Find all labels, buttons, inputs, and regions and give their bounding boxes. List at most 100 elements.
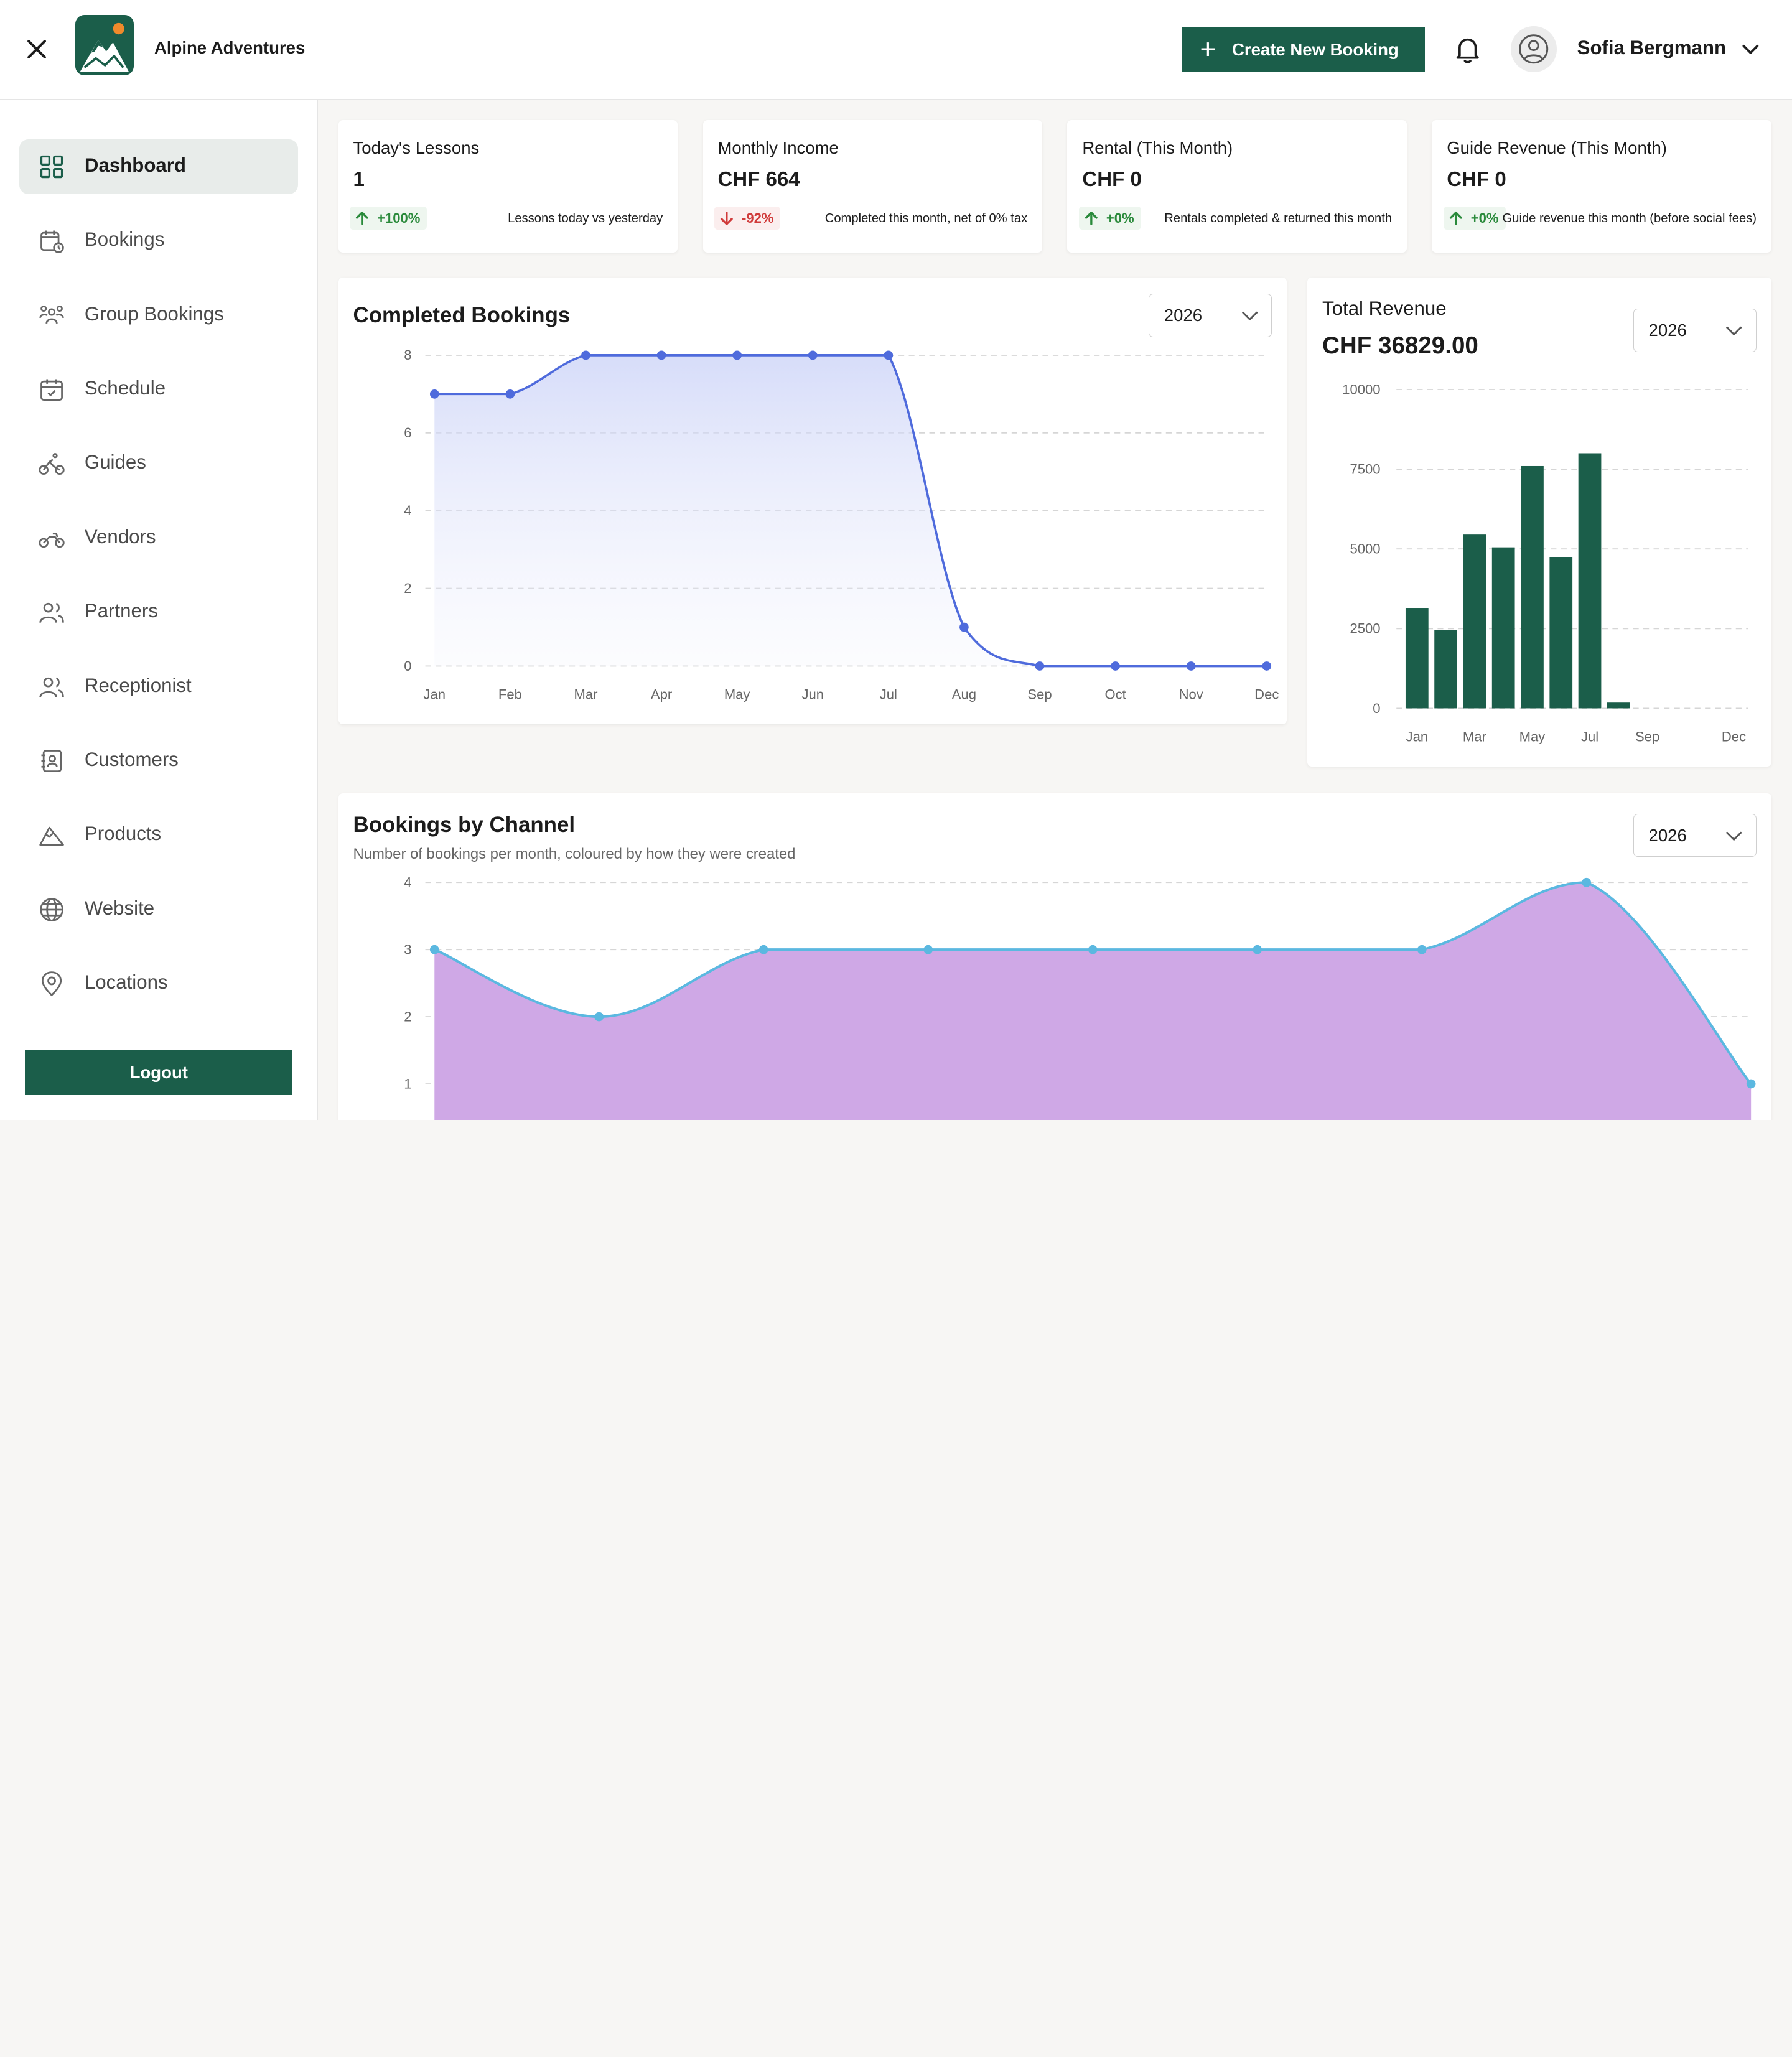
completed-bookings-year-select[interactable]: 2026 xyxy=(1148,294,1272,337)
sidebar-item-customers[interactable]: Customers xyxy=(19,734,298,788)
stat-value: CHF 0 xyxy=(1447,167,1506,191)
close-icon[interactable] xyxy=(23,35,50,63)
sidebar-item-vendors[interactable]: Vendors xyxy=(19,511,298,566)
y-tick-label: 2500 xyxy=(1350,621,1381,637)
user-circle-icon xyxy=(1519,34,1549,64)
stat-note: Lessons today vs yesterday xyxy=(508,211,663,225)
total-revenue-year-select[interactable]: 2026 xyxy=(1633,308,1757,352)
sidebar-item-dashboard[interactable]: Dashboard xyxy=(19,139,299,195)
sidebar-item-group-bookings[interactable]: Group Bookings xyxy=(19,288,298,343)
stat-change-badge: +0% xyxy=(1443,207,1506,230)
bookings-by-channel-year-select[interactable]: 2026 xyxy=(1633,813,1757,857)
sidebar-item-label: Receptionist xyxy=(84,674,192,696)
users-icon xyxy=(39,603,64,623)
avatar[interactable] xyxy=(1511,26,1557,72)
data-point xyxy=(594,1012,604,1022)
sidebar-item-locations[interactable]: Locations xyxy=(19,956,298,1011)
sidebar-item-label: Bookings xyxy=(84,228,165,251)
data-point xyxy=(1110,661,1120,671)
sidebar-item-guides[interactable]: Guides xyxy=(19,437,298,492)
channel-line xyxy=(434,880,1752,1084)
completed-bookings-title: Completed Bookings xyxy=(353,302,571,327)
brand-logo[interactable] xyxy=(75,14,134,76)
data-point xyxy=(429,945,439,954)
arrow-up-icon xyxy=(356,211,369,225)
bookings-by-channel-title: Bookings by Channel xyxy=(353,812,576,837)
data-point xyxy=(1035,661,1045,671)
sidebar: Dashboard Bookings Group Bookings Schedu… xyxy=(0,99,318,1120)
stat-card-todays-lessons: Today's Lessons 1 +100% Lessons today vs… xyxy=(338,119,678,253)
y-tick-label: 2 xyxy=(404,1009,411,1024)
revenue-bar xyxy=(1463,534,1486,709)
stat-note: Guide revenue this month (before social … xyxy=(1502,211,1757,225)
data-point xyxy=(1088,945,1098,954)
stat-title: Rental (This Month) xyxy=(1082,138,1233,158)
sidebar-item-bookings[interactable]: Bookings xyxy=(19,213,298,268)
mountain-icon xyxy=(39,826,64,846)
chevron-down-icon[interactable] xyxy=(1739,38,1762,61)
data-point xyxy=(1417,945,1427,954)
y-tick-label: 5000 xyxy=(1350,541,1381,557)
y-tick-label: 1 xyxy=(404,1076,411,1091)
revenue-bar xyxy=(1491,547,1515,709)
sidebar-item-receptionist[interactable]: Receptionist xyxy=(19,660,298,714)
stat-title: Guide Revenue (This Month) xyxy=(1447,138,1667,158)
chevron-down-icon xyxy=(1726,326,1742,335)
create-booking-label: Create New Booking xyxy=(1231,39,1399,59)
grid-icon xyxy=(40,155,63,179)
chevron-down-icon xyxy=(1241,311,1258,320)
x-tick-label: Dec xyxy=(1254,687,1279,702)
logout-button[interactable]: Logout xyxy=(25,1050,293,1095)
revenue-bar xyxy=(1607,702,1630,709)
bell-icon[interactable] xyxy=(1452,33,1483,65)
y-tick-label: 0 xyxy=(1373,701,1380,716)
x-tick-label: Sep xyxy=(1027,687,1052,702)
stat-note: Completed this month, net of 0% tax xyxy=(824,211,1028,225)
sidebar-item-partners[interactable]: Partners xyxy=(19,585,298,640)
chevron-down-icon xyxy=(1726,831,1742,841)
year-value: 2026 xyxy=(1648,320,1687,340)
stat-change: +100% xyxy=(377,210,421,226)
stat-card-guide-revenue: Guide Revenue (This Month) CHF 0 +0% Gui… xyxy=(1432,119,1771,253)
stat-title: Monthly Income xyxy=(717,138,839,158)
data-point xyxy=(429,389,439,399)
completed-bookings-panel: Completed Bookings 2026 0 2 4 6 8 Jan Feb Mar Ap… xyxy=(338,278,1287,725)
revenue-bar xyxy=(1521,466,1544,709)
stat-value: CHF 664 xyxy=(717,167,800,191)
total-revenue-panel: Total Revenue CHF 36829.00 2026 0 2500 500… xyxy=(1307,278,1771,767)
revenue-bar xyxy=(1578,453,1602,709)
x-tick-label: Jan xyxy=(423,687,446,702)
data-point xyxy=(758,945,768,954)
revenue-bar xyxy=(1549,557,1573,709)
data-point xyxy=(923,945,933,954)
data-point xyxy=(808,350,818,360)
stat-change-badge: -92% xyxy=(714,207,781,230)
y-tick-label: 8 xyxy=(404,348,411,363)
user-name[interactable]: Sofia Bergmann xyxy=(1577,36,1727,58)
users-group-icon xyxy=(39,305,64,324)
y-tick-label: 4 xyxy=(404,874,411,890)
stat-card-monthly-income: Monthly Income CHF 664 -92% Completed th… xyxy=(702,119,1043,253)
data-point xyxy=(884,350,893,360)
y-tick-label: 6 xyxy=(404,425,411,441)
stat-note: Rentals completed & returned this month xyxy=(1164,211,1393,225)
top-header: Alpine Adventures + Create New Booking S… xyxy=(0,0,1792,100)
data-point xyxy=(1253,945,1262,954)
x-tick-label: May xyxy=(1519,729,1546,745)
sidebar-item-products[interactable]: Products xyxy=(19,808,298,863)
x-tick-label: Sep xyxy=(1635,729,1659,745)
stat-value: CHF 0 xyxy=(1082,167,1142,191)
data-point xyxy=(1186,661,1196,671)
x-tick-label: Apr xyxy=(651,687,672,702)
arrow-up-icon xyxy=(1085,211,1098,225)
completed-bookings-chart: 0 2 4 6 8 Jan Feb Mar Apr May Jun Jul Aug Sep Oct Nov De… xyxy=(404,348,1279,702)
sidebar-item-schedule[interactable]: Schedule xyxy=(19,362,298,417)
create-booking-button[interactable]: + Create New Booking xyxy=(1182,27,1426,72)
data-point xyxy=(505,389,515,399)
sidebar-item-website[interactable]: Website xyxy=(19,882,298,937)
x-tick-label: Mar xyxy=(574,687,597,702)
y-tick-label: 7500 xyxy=(1350,462,1381,477)
stat-value: 1 xyxy=(353,167,365,191)
data-point xyxy=(581,350,590,360)
arrow-up-icon xyxy=(1450,211,1462,225)
